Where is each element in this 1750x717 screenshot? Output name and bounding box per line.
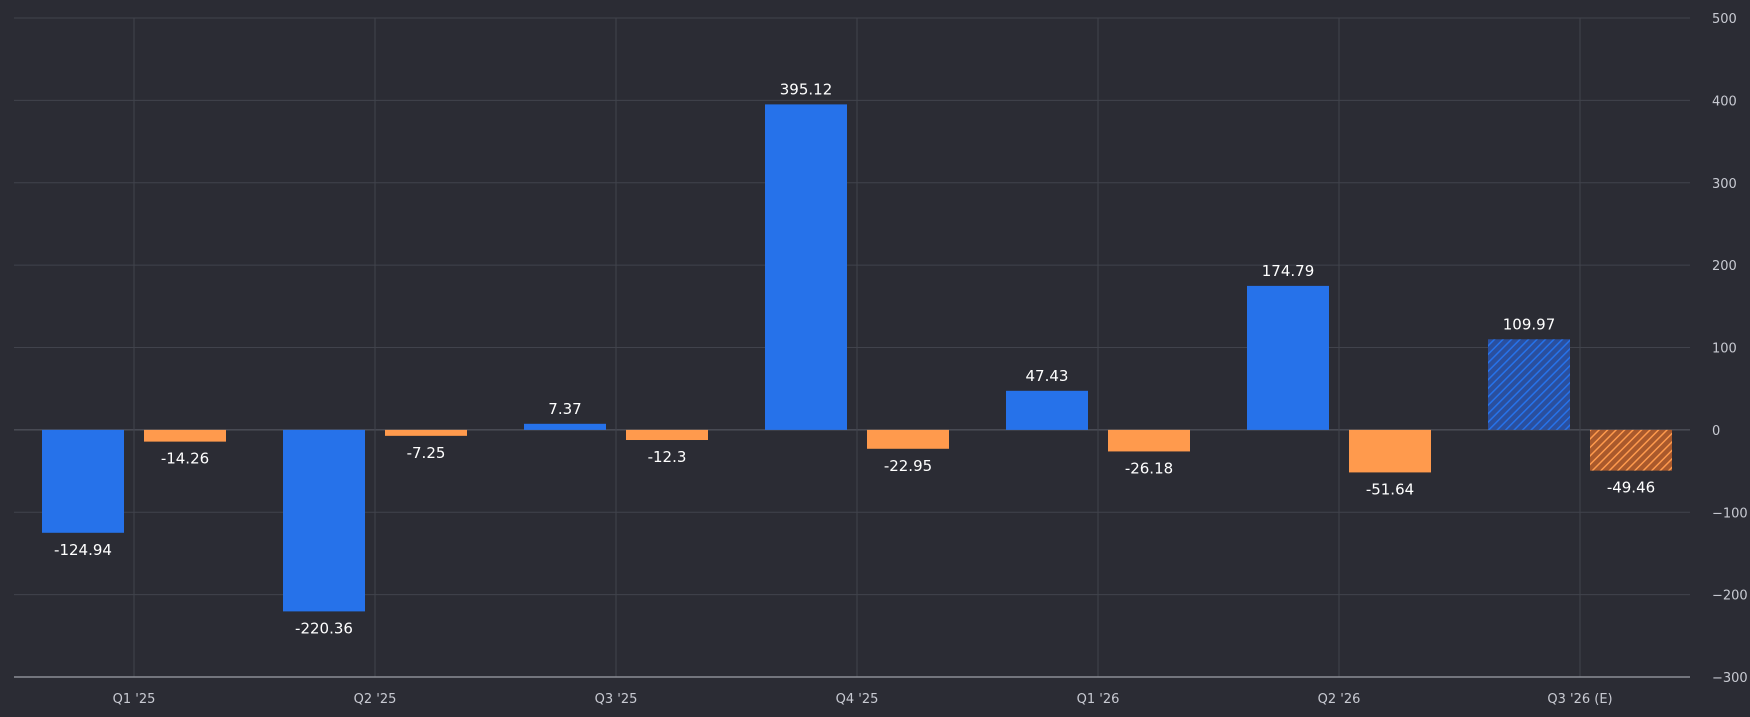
y-tick-label: 300: [1712, 177, 1737, 192]
x-tick-label: Q1 '25: [113, 692, 156, 707]
y-tick-label: 0: [1712, 424, 1720, 439]
grid-lines: [14, 17, 1690, 677]
x-tick-label: Q4 '25: [836, 692, 879, 707]
bar-blue[interactable]: [524, 423, 606, 430]
bar-value-label: -12.3: [648, 448, 687, 466]
bars: [42, 104, 1672, 612]
y-tick-label: 500: [1712, 12, 1737, 27]
axes: 500 400 300 200 100 0 −100 −200 −300 Q1 '25 Q2 '25…: [14, 12, 1748, 707]
bar-value-label: 395.12: [780, 80, 833, 98]
y-tick-label: −200: [1712, 589, 1748, 604]
y-tick-label: −100: [1712, 506, 1748, 521]
bar-value-label: 174.79: [1262, 262, 1315, 280]
bar-value-label: -49.46: [1607, 479, 1655, 497]
bar-orange[interactable]: [1349, 429, 1431, 473]
bar-value-label: -51.64: [1366, 480, 1414, 498]
y-tick-label: 400: [1712, 94, 1737, 109]
bar-value-label: 7.37: [548, 400, 581, 418]
bar-value-label: -220.36: [295, 619, 353, 637]
bar-blue[interactable]: [1247, 285, 1329, 430]
bar-value-label: -22.95: [884, 457, 932, 475]
bar-value-label: 47.43: [1026, 367, 1069, 385]
y-tick-label: −300: [1712, 671, 1748, 686]
bar-blue[interactable]: [283, 429, 365, 612]
bar-blue-estimate[interactable]: [1488, 339, 1570, 430]
bar-value-label: -26.18: [1125, 459, 1173, 477]
bar-orange[interactable]: [385, 429, 467, 436]
bar-orange[interactable]: [1108, 429, 1190, 452]
bar-value-label: -7.25: [407, 444, 446, 462]
x-tick-label: Q2 '25: [354, 692, 397, 707]
x-tick-label: Q2 '26: [1318, 692, 1361, 707]
bar-value-label: -14.26: [161, 450, 209, 468]
bar-value-label: -124.94: [54, 541, 112, 559]
y-tick-label: 100: [1712, 342, 1737, 357]
bar-orange-estimate[interactable]: [1590, 429, 1672, 471]
bar-blue[interactable]: [765, 104, 847, 430]
bar-value-label: 109.97: [1503, 315, 1556, 333]
data-labels: -124.94 -220.36 7.37 395.12 47.43 174.79 109.9…: [54, 80, 1655, 637]
bar-orange[interactable]: [144, 429, 226, 442]
bar-orange[interactable]: [867, 429, 949, 449]
x-tick-label: Q3 '26 (E): [1547, 692, 1612, 707]
x-tick-label: Q3 '25: [595, 692, 638, 707]
y-tick-label: 200: [1712, 259, 1737, 274]
bar-orange[interactable]: [626, 429, 708, 441]
bar-blue[interactable]: [42, 429, 124, 533]
x-tick-label: Q1 '26: [1077, 692, 1120, 707]
bar-blue[interactable]: [1006, 390, 1088, 430]
